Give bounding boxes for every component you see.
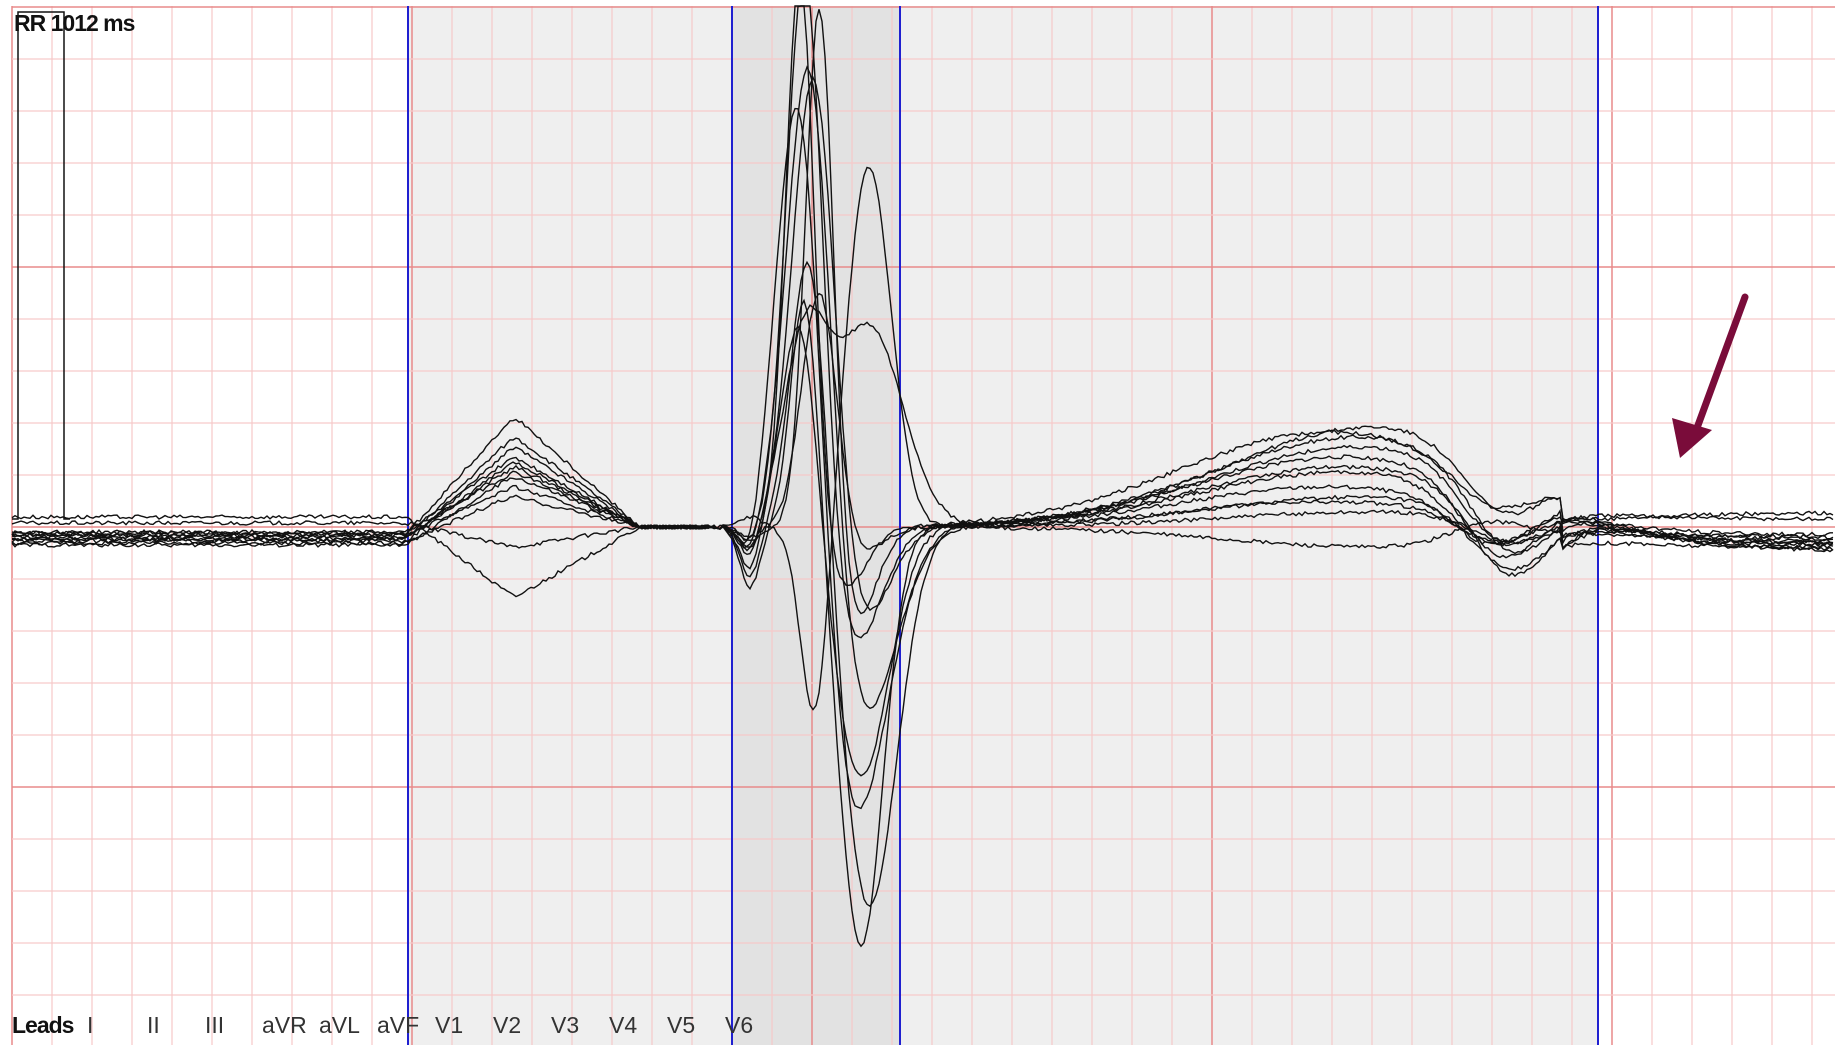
ecg-lead-trace <box>11 304 1834 556</box>
rr-interval-label: RR 1012 ms <box>14 10 135 36</box>
lead-toggle-i[interactable]: I <box>87 1012 94 1038</box>
ecg-traces <box>11 5 1834 948</box>
lead-toggle-iii[interactable]: III <box>205 1012 225 1038</box>
ecg-lead-trace <box>11 166 1834 711</box>
lead-toggle-avl[interactable]: aVL <box>319 1012 360 1038</box>
arrow-pointer-icon <box>1672 293 1749 458</box>
interval-shading <box>408 6 1598 1045</box>
shaded-qrs-region <box>732 6 900 1045</box>
arrow-shaft <box>1693 293 1749 432</box>
ecg-grid <box>11 6 1835 1045</box>
lead-toggle-v2[interactable]: V2 <box>493 1012 522 1038</box>
lead-toggle-avf[interactable]: aVF <box>377 1012 420 1038</box>
lead-toggle-v6[interactable]: V6 <box>725 1012 754 1038</box>
lead-toggle-v1[interactable]: V1 <box>435 1012 464 1038</box>
lead-toggle-v5[interactable]: V5 <box>667 1012 696 1038</box>
lead-toggle-v3[interactable]: V3 <box>551 1012 580 1038</box>
ecg-lead-trace <box>11 107 1834 810</box>
calibration-pulse <box>12 11 70 520</box>
ecg-lead-trace <box>11 260 1834 908</box>
ecg-lead-trace <box>11 75 1834 612</box>
calibration-pulse-outline <box>12 11 70 520</box>
ecg-lead-trace <box>11 9 1833 615</box>
lead-toggle-ii[interactable]: II <box>147 1012 160 1038</box>
arrow-head <box>1672 418 1712 458</box>
leads-selector-bar: Leads I II III aVR aVL aVF V1 V2 V3 V4 V… <box>12 1012 812 1042</box>
ecg-lead-trace <box>11 65 1834 710</box>
ecg-lead-trace <box>12 325 1834 777</box>
leads-title: Leads <box>12 1012 74 1038</box>
lead-toggle-v4[interactable]: V4 <box>609 1012 638 1038</box>
lead-toggle-avr[interactable]: aVR <box>262 1012 307 1038</box>
